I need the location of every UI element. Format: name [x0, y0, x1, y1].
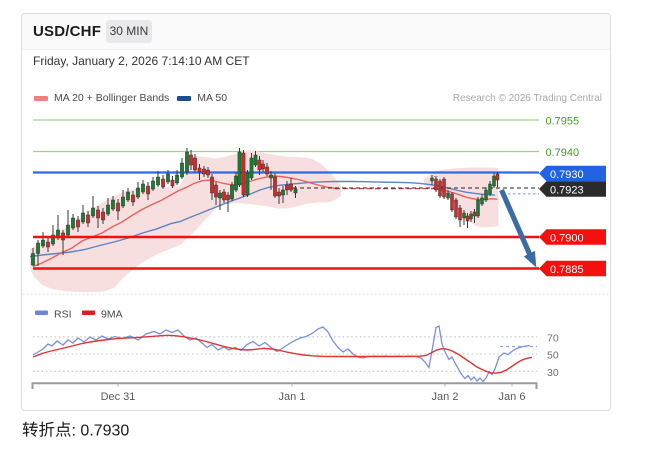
- svg-text:: 0.7930: : 0.7930: [72, 423, 130, 440]
- svg-text:0.7885: 0.7885: [550, 264, 584, 276]
- svg-text:30: 30: [547, 367, 559, 379]
- svg-text:0.7900: 0.7900: [550, 233, 584, 245]
- svg-text:9MA: 9MA: [101, 309, 123, 321]
- svg-text:0.7940: 0.7940: [546, 147, 580, 159]
- svg-text:RSI: RSI: [54, 309, 72, 321]
- svg-text:0.7923: 0.7923: [550, 185, 584, 197]
- svg-text:0.7930: 0.7930: [550, 169, 584, 181]
- svg-text:70: 70: [547, 332, 559, 344]
- svg-text:Jan 2: Jan 2: [432, 391, 459, 403]
- svg-text:Dec 31: Dec 31: [101, 391, 136, 403]
- svg-text:50: 50: [547, 350, 559, 362]
- svg-text:Jan 6: Jan 6: [499, 391, 526, 403]
- svg-text:0.7955: 0.7955: [546, 116, 580, 128]
- svg-text:Jan 1: Jan 1: [279, 391, 306, 403]
